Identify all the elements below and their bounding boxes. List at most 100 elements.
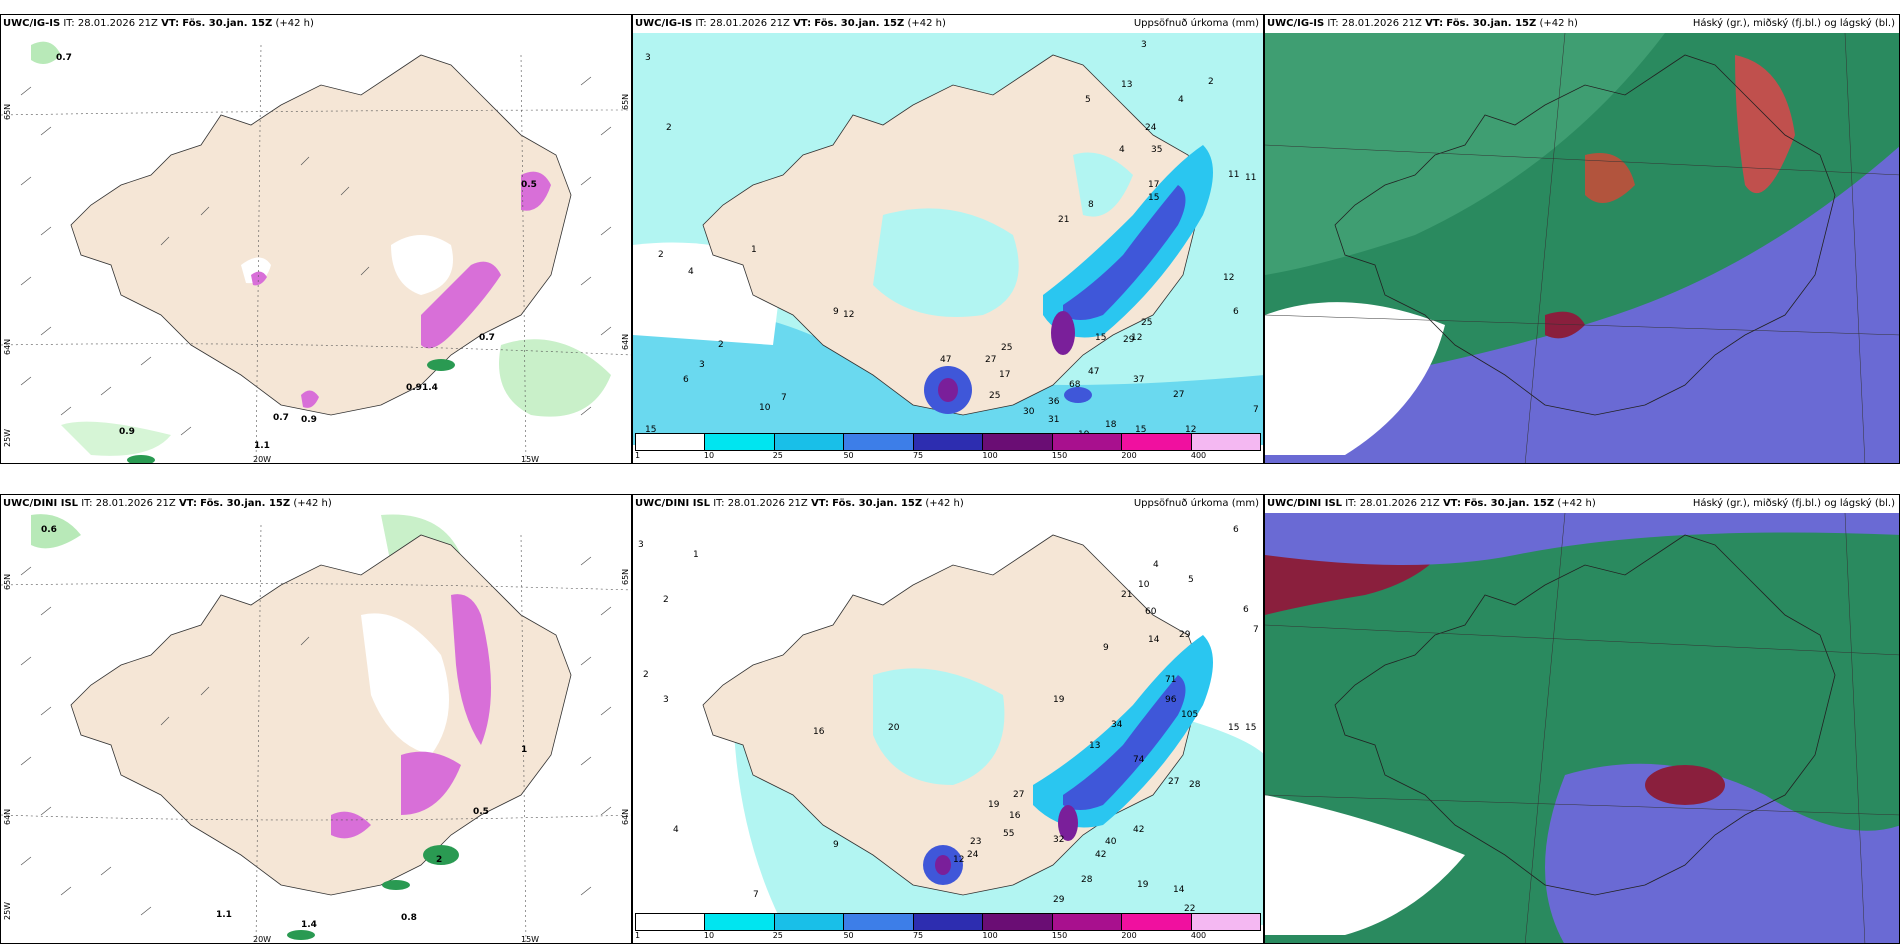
map-snow-wind xyxy=(1,495,631,943)
value-label: 24 xyxy=(967,850,979,860)
value-label: 28 xyxy=(1081,875,1093,885)
value-label: 24 xyxy=(1145,123,1157,133)
lon-label: 25W xyxy=(3,901,12,920)
lat-label: 64N xyxy=(621,808,630,825)
value-label: 7 xyxy=(781,393,787,403)
colorbar-tick: 10 xyxy=(703,931,715,940)
value-label: 12 xyxy=(1223,273,1235,283)
lat-label: 65N xyxy=(621,568,630,585)
value-label: 12 xyxy=(843,310,855,320)
colorbar-seg xyxy=(1191,434,1260,450)
value-label: 29 xyxy=(1053,895,1065,905)
panel-subtitle: Háský (gr.), miðský (fj.bl.) og lágský (… xyxy=(1692,18,1895,29)
map-precip xyxy=(633,513,1263,925)
panel-header: UWC/IG-IS IT: 28.01.2026 21Z VT: Fös. 30… xyxy=(633,15,1263,33)
value-label: 3 xyxy=(663,695,669,705)
lat-label: 65N xyxy=(621,93,630,110)
lat-label: 64N xyxy=(3,808,12,825)
lon-label: 20W xyxy=(253,455,272,464)
colorbar-tick: 200 xyxy=(1121,931,1137,940)
colorbar-tick: 75 xyxy=(912,931,924,940)
colorbar-seg xyxy=(1052,434,1123,450)
panel-header: UWC/DINI ISL IT: 28.01.2026 21Z VT: Fös.… xyxy=(1265,495,1899,513)
colorbar xyxy=(635,433,1261,451)
colorbar-tick: 100 xyxy=(982,931,998,940)
lon-label: 15W xyxy=(521,935,540,944)
value-label: 5 xyxy=(1188,575,1194,585)
value-label: 2 xyxy=(658,250,664,260)
value-label: 10 xyxy=(1138,580,1150,590)
colorbar-seg xyxy=(636,914,706,930)
colorbar-ticks: 1 10 25 50 75 100 150 200 400 xyxy=(635,931,1261,943)
value-label: 16 xyxy=(813,727,825,737)
value-label: 7 xyxy=(753,890,759,900)
colorbar-tick: 25 xyxy=(772,931,783,940)
value-label: 4 xyxy=(673,825,679,835)
value-label: 4 xyxy=(688,267,694,277)
panel-subtitle: Uppsöfnuð úrkoma (mm) xyxy=(1133,18,1259,29)
lat-label: 65N xyxy=(3,573,12,590)
value-label: 3 xyxy=(699,360,705,370)
colorbar-tick: 75 xyxy=(912,451,924,460)
colorbar-seg xyxy=(844,434,914,450)
colorbar-seg xyxy=(1191,914,1260,930)
value-label: 9 xyxy=(1103,643,1109,653)
lat-label: 64N xyxy=(3,338,12,355)
colorbar-tick: 1 xyxy=(635,451,641,460)
value-label: 15 xyxy=(1245,723,1257,733)
value-label: 1 xyxy=(751,245,757,255)
lon-label: 15W xyxy=(521,455,540,464)
panel-igis-precip: UWC/IG-IS IT: 28.01.2026 21Z VT: Fös. 30… xyxy=(632,14,1264,464)
value-label: 55 xyxy=(1003,829,1015,839)
value-label: 30 xyxy=(1023,407,1035,417)
value-label: 13 xyxy=(1089,741,1101,751)
value-label: 0.91.4 xyxy=(406,383,438,393)
value-label: 25 xyxy=(1001,343,1013,353)
value-label: 37 xyxy=(1133,375,1145,385)
value-label: 25 xyxy=(1141,318,1153,328)
value-label: 15 xyxy=(1135,425,1147,435)
lat-label: 64N xyxy=(621,333,630,350)
colorbar-tick: 150 xyxy=(1051,931,1068,940)
value-label: 28 xyxy=(1189,780,1201,790)
value-label: 4 xyxy=(1178,95,1184,105)
value-label: 13 xyxy=(1121,80,1133,90)
value-label: 12 xyxy=(953,855,965,865)
value-label: 0.5 xyxy=(521,180,537,190)
value-label: 11 xyxy=(1245,173,1257,183)
value-label: 27 xyxy=(1168,777,1180,787)
colorbar-seg xyxy=(913,434,984,450)
value-label: 17 xyxy=(999,370,1011,380)
panel-igis-clouds: UWC/IG-IS IT: 28.01.2026 21Z VT: Fös. 30… xyxy=(1264,14,1900,464)
panel-header: UWC/DINI ISL IT: 28.01.2026 21Z VT: Fös.… xyxy=(633,495,1263,513)
value-label: 6 xyxy=(1233,307,1239,317)
value-label: 7 xyxy=(1253,405,1259,415)
colorbar-tick: 100 xyxy=(982,451,998,460)
value-label: 34 xyxy=(1111,720,1123,730)
panel-dini-precip: UWC/DINI ISL IT: 28.01.2026 21Z VT: Fös.… xyxy=(632,494,1264,944)
value-label: 0.7 xyxy=(273,413,289,423)
value-label: 4 xyxy=(1119,145,1125,155)
value-label: 74 xyxy=(1133,755,1145,765)
value-label: 3 xyxy=(638,540,644,550)
value-label: 6 xyxy=(683,375,689,385)
value-label: 0.6 xyxy=(41,525,57,535)
panel-header: UWC/DINI ISL IT: 28.01.2026 21Z VT: Fös.… xyxy=(3,498,332,509)
value-label: 19 xyxy=(1137,880,1149,890)
value-label: 2 xyxy=(666,123,672,133)
colorbar-tick: 400 xyxy=(1190,931,1207,940)
value-label: 11 xyxy=(1228,170,1240,180)
value-label: 27 xyxy=(1013,790,1025,800)
map-snow-wind xyxy=(1,15,631,463)
value-label: 105 xyxy=(1181,710,1199,720)
panel-dini-clouds: UWC/DINI ISL IT: 28.01.2026 21Z VT: Fös.… xyxy=(1264,494,1900,944)
value-label: 0.8 xyxy=(401,913,417,923)
value-label: 8 xyxy=(1088,200,1094,210)
colorbar-seg xyxy=(1122,434,1192,450)
value-label: 21 xyxy=(1121,590,1133,600)
value-label: 6 xyxy=(1233,525,1239,535)
value-label: 23 xyxy=(970,837,982,847)
panel-header: UWC/IG-IS IT: 28.01.2026 21Z VT: Fös. 30… xyxy=(1265,15,1899,33)
colorbar-seg xyxy=(636,434,706,450)
value-label: 15 xyxy=(1228,723,1240,733)
